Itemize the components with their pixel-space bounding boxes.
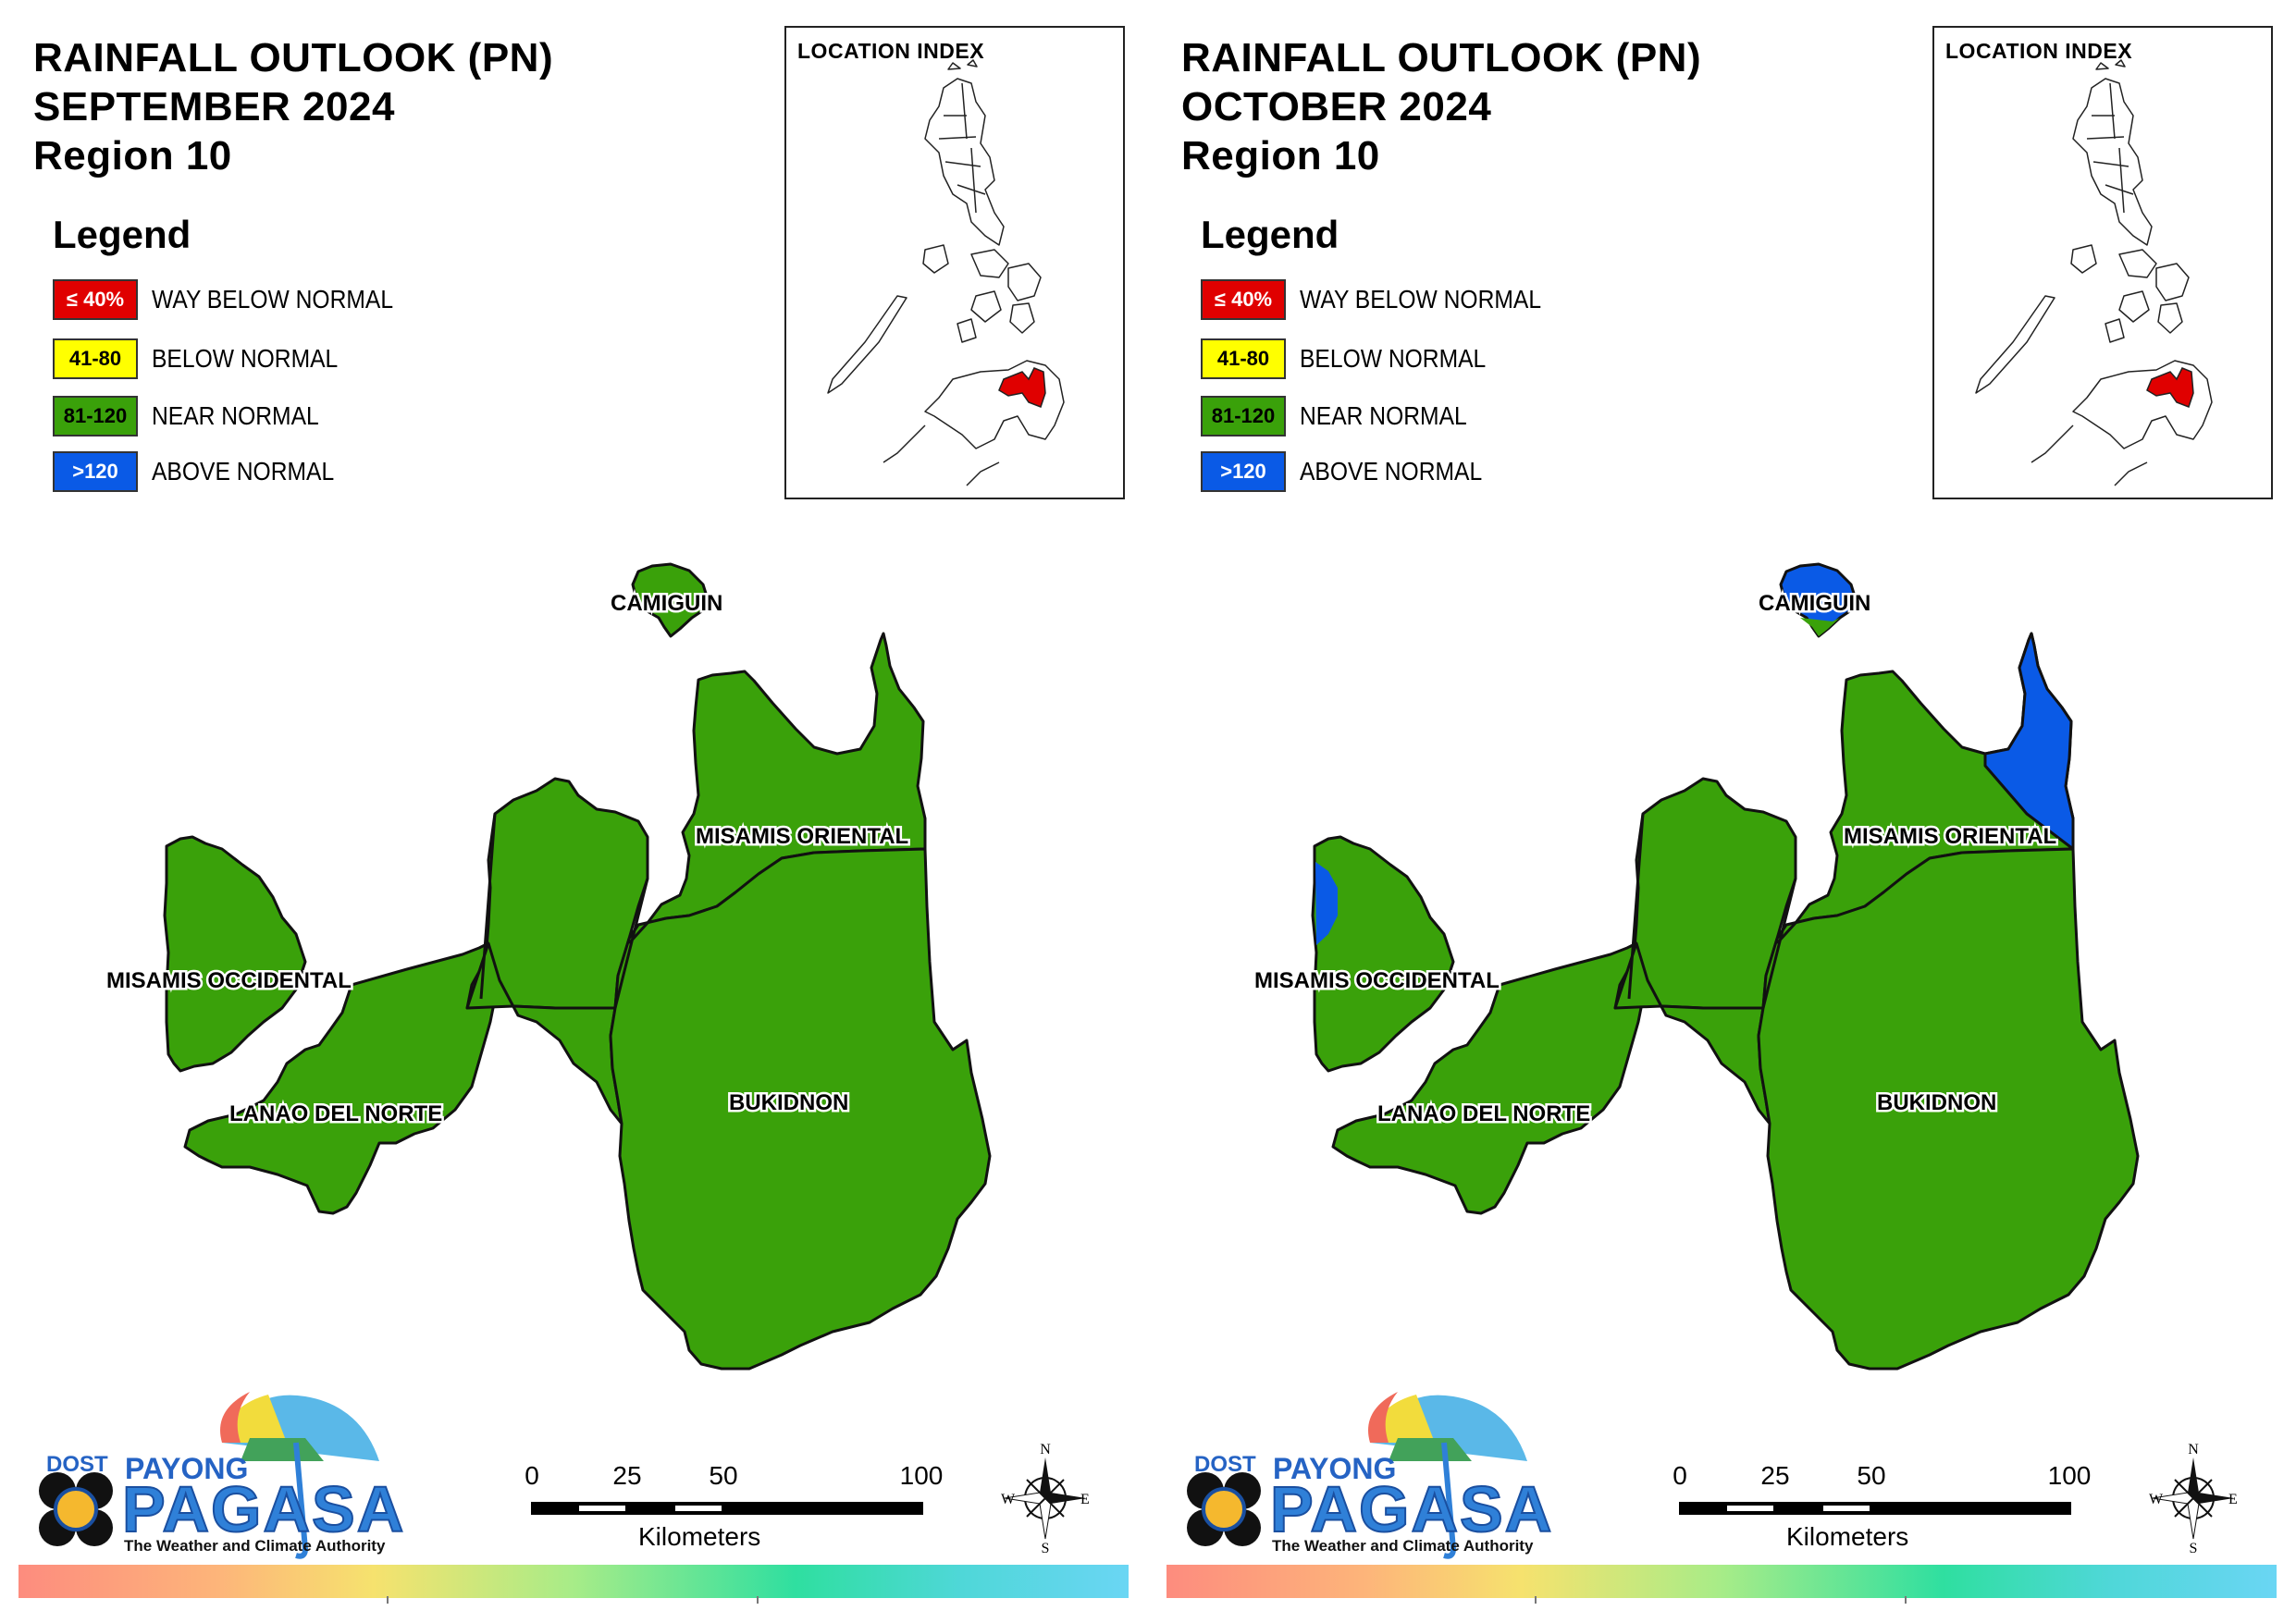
payong-label: PAYONG	[125, 1452, 249, 1485]
location-index-inset: LOCATION INDEX	[1932, 26, 2273, 499]
bukidnon-province	[1757, 847, 2140, 1371]
label-lanao-del-norte: LANAO DEL NORTE	[229, 1101, 442, 1126]
legend-label: ABOVE NORMAL	[152, 457, 335, 486]
title-line-3: Region 10	[33, 133, 232, 178]
legend-swatch: 81-120	[1201, 396, 1286, 436]
legend-title: Legend	[53, 213, 191, 256]
payong-label: PAYONG	[1273, 1452, 1397, 1485]
scale-bar: 0 25 50 100 Kilometers	[1666, 1461, 2092, 1563]
footer-gradient-bar	[1167, 1565, 2277, 1604]
label-camiguin: CAMIGUIN	[611, 591, 722, 616]
scale-bar-graphic	[1679, 1502, 2071, 1515]
label-lanao-del-norte: LANAO DEL NORTE	[1377, 1101, 1590, 1126]
umbrella-icon	[1187, 1392, 1527, 1559]
legend-swatch: ≤ 40%	[53, 279, 138, 320]
region10-map: CAMIGUIN MISAMIS ORIENTAL MISAMIS OCCIDE…	[105, 562, 992, 1371]
legend-swatch: >120	[1201, 451, 1286, 492]
compass-s: S	[1042, 1541, 1050, 1554]
legend-swatch: 41-80	[53, 338, 138, 379]
pagasa-wordmark: PAGASA	[1269, 1472, 1554, 1546]
label-misamis-oriental: MISAMIS ORIENTAL	[1844, 824, 2056, 849]
legend-label: ABOVE NORMAL	[1300, 457, 1483, 486]
pagasa-wordmark: PAGASA	[121, 1472, 406, 1546]
camiguin-province	[631, 562, 710, 638]
compass-n: N	[2188, 1443, 2199, 1457]
legend-label: NEAR NORMAL	[152, 401, 319, 430]
scale-unit: Kilometers	[638, 1522, 761, 1551]
legend-swatch: >120	[53, 451, 138, 492]
location-index-inset: LOCATION INDEX	[784, 26, 1125, 499]
scale-tick-50: 50	[1857, 1461, 1886, 1490]
legend-title: Legend	[1201, 213, 1339, 256]
title-line-2: SEPTEMBER 2024	[33, 84, 395, 129]
region10-map: CAMIGUIN MISAMIS ORIENTAL MISAMIS OCCIDE…	[1253, 562, 2140, 1371]
compass-e: E	[1080, 1492, 1090, 1507]
north-arrow-compass: N S W E	[999, 1442, 1092, 1556]
legend-label: NEAR NORMAL	[1300, 401, 1467, 430]
legend-swatch: ≤ 40%	[1201, 279, 1286, 320]
compass-w: W	[1001, 1492, 1016, 1507]
legend-label: BELOW NORMAL	[1300, 344, 1487, 373]
payong-pagasa-logo: DOST PAYONG PAGASA The Weather and Clima…	[28, 1387, 404, 1572]
label-misamis-occidental: MISAMIS OCCIDENTAL	[1254, 968, 1500, 993]
compass-w: W	[2149, 1492, 2164, 1507]
label-bukidnon: BUKIDNON	[729, 1090, 848, 1115]
philippines-outline-map	[827, 59, 1065, 486]
scale-tick-50: 50	[709, 1461, 738, 1490]
label-misamis-occidental: MISAMIS OCCIDENTAL	[106, 968, 352, 993]
label-misamis-oriental: MISAMIS ORIENTAL	[696, 824, 908, 849]
footer-gradient-bar	[19, 1565, 1129, 1604]
title-line-1: RAINFALL OUTLOOK (PN)	[33, 35, 554, 80]
scale-tick-25: 25	[612, 1461, 642, 1490]
compass-s: S	[2190, 1541, 2198, 1554]
misamis-occidental-province	[163, 835, 307, 1073]
inset-title: LOCATION INDEX	[797, 39, 985, 63]
legend-label: WAY BELOW NORMAL	[1300, 285, 1542, 314]
dost-label: DOST	[1194, 1452, 1256, 1477]
title-line-1: RAINFALL OUTLOOK (PN)	[1181, 35, 1702, 80]
scale-bar: 0 25 50 100 Kilometers	[518, 1461, 944, 1563]
label-bukidnon: BUKIDNON	[1877, 1090, 1996, 1115]
title-line-2: OCTOBER 2024	[1181, 84, 1492, 129]
misamis-occidental-above-normal	[1315, 862, 1338, 945]
dost-label: DOST	[46, 1452, 108, 1477]
title-line-3: Region 10	[1181, 133, 1380, 178]
map-title: RAINFALL OUTLOOK (PN) OCTOBER 2024 Regio…	[1181, 33, 1701, 180]
map-title: RAINFALL OUTLOOK (PN) SEPTEMBER 2024 Reg…	[33, 33, 553, 180]
payong-pagasa-logo: DOST PAYONG PAGASA The Weather and Clima…	[1176, 1387, 1552, 1572]
inset-title: LOCATION INDEX	[1945, 39, 2133, 63]
legend-swatch: 41-80	[1201, 338, 1286, 379]
scale-tick-100: 100	[899, 1461, 944, 1490]
pagasa-tagline: The Weather and Climate Authority	[124, 1537, 386, 1555]
legend-label: WAY BELOW NORMAL	[152, 285, 394, 314]
compass-rose-icon: N S W E	[1001, 1442, 1090, 1556]
scale-tick-0: 0	[1673, 1461, 1687, 1490]
scale-bar-graphic	[531, 1502, 923, 1515]
outlook-panel-september: RAINFALL OUTLOOK (PN) SEPTEMBER 2024 Reg…	[19, 26, 1129, 1604]
bukidnon-province	[609, 847, 992, 1371]
north-arrow-compass: N S W E	[2147, 1442, 2240, 1556]
compass-rose-icon: N S W E	[2149, 1442, 2238, 1556]
legend-swatch: 81-120	[53, 396, 138, 436]
label-camiguin: CAMIGUIN	[1759, 591, 1870, 616]
camiguin-south-near-normal	[1800, 618, 1840, 636]
scale-tick-25: 25	[1760, 1461, 1790, 1490]
compass-e: E	[2228, 1492, 2238, 1507]
scale-tick-0: 0	[525, 1461, 539, 1490]
umbrella-icon	[39, 1392, 379, 1559]
compass-n: N	[1040, 1443, 1051, 1457]
scale-unit: Kilometers	[1786, 1522, 1909, 1551]
philippines-outline-map	[1975, 59, 2213, 486]
pagasa-tagline: The Weather and Climate Authority	[1272, 1537, 1534, 1555]
misamis-occidental-province	[1311, 835, 1455, 1073]
legend-label: BELOW NORMAL	[152, 344, 339, 373]
outlook-panel-october: RAINFALL OUTLOOK (PN) OCTOBER 2024 Regio…	[1148, 0, 2296, 1623]
scale-tick-100: 100	[2047, 1461, 2092, 1490]
